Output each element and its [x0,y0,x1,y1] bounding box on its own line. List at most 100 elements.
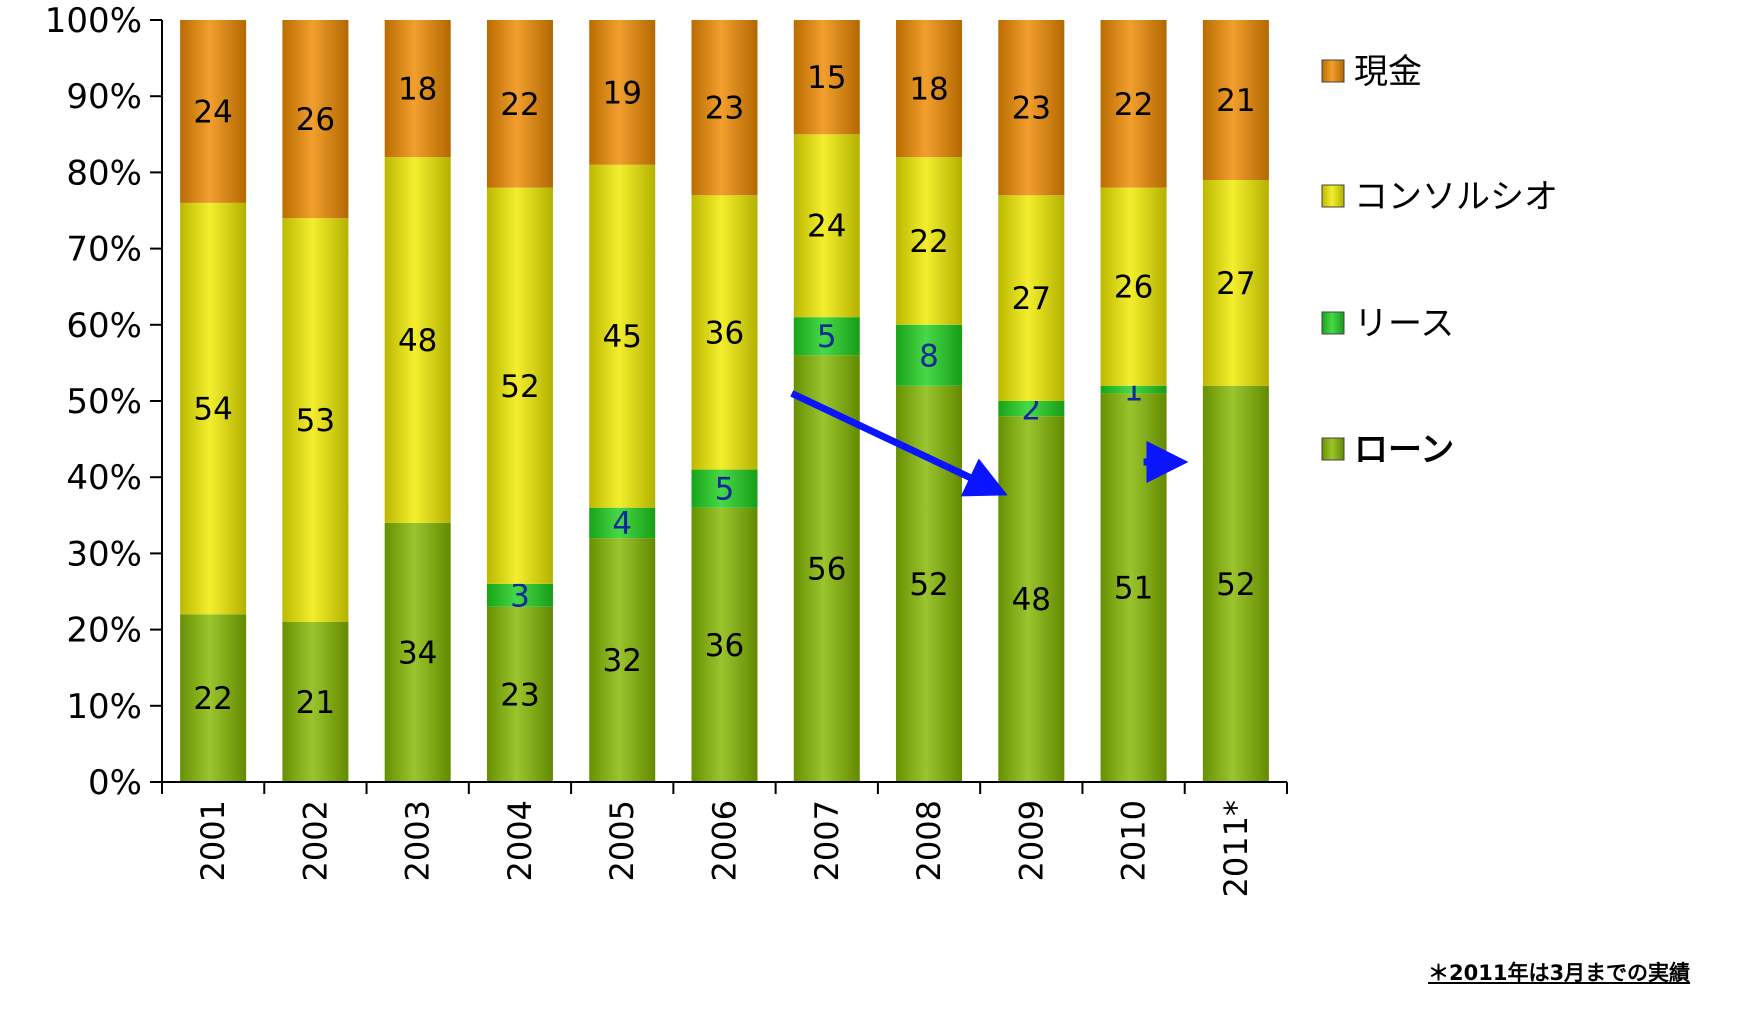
legend-swatch [1321,311,1345,335]
data-label: 36 [705,628,744,664]
legend-swatch [1321,59,1345,83]
bar-segment-ローン [589,538,656,782]
data-label: 21 [1216,83,1255,119]
legend-label: リース [1354,304,1454,344]
bar-segment-現金 [486,20,553,188]
bar-segment-コンソルシオ [180,202,247,615]
data-label: 32 [603,643,642,679]
data-label: 22 [1114,87,1153,123]
data-label: 4 [612,506,632,542]
bar-segment-コンソルシオ [589,164,656,508]
data-label: 18 [909,72,948,108]
x-tick-label: 2005 [603,800,641,881]
bar-segment-現金 [998,20,1065,196]
y-tick-label: 40% [66,458,142,498]
legend-label: 現金 [1354,52,1422,92]
x-tick-label: 2007 [808,800,846,881]
data-label: 18 [398,72,437,108]
data-label: 21 [296,685,335,721]
data-label: 23 [705,91,744,127]
y-tick-label: 30% [66,534,142,574]
data-label: 54 [193,392,232,428]
data-label: 23 [1012,91,1051,127]
bar-segment-リース [589,507,656,539]
data-label: 36 [705,315,744,351]
data-label: 5 [715,472,735,508]
data-label: 3 [510,578,530,614]
bar-segment-コンソルシオ [998,195,1065,401]
bar-segment-現金 [589,20,656,165]
data-label: 52 [1216,567,1255,603]
y-tick-label: 80% [66,153,142,193]
legend-label: ローン [1354,430,1454,470]
bar-segment-ローン [486,606,553,782]
bar-segment-現金 [384,20,451,158]
bar-segment-現金 [180,20,247,203]
legend-label: コンソルシオ [1354,177,1558,217]
data-label: 53 [296,403,335,439]
y-tick-label: 0% [88,763,142,803]
data-label: 48 [398,323,437,359]
x-tick-label: 2001 [194,800,232,881]
data-label: 34 [398,635,437,671]
data-label: 51 [1114,571,1153,607]
bar-segment-ローン [691,507,758,782]
annotations [790,390,1189,497]
data-label: 23 [500,677,539,713]
bar-segment-現金 [1202,20,1269,181]
x-tick-label: 2010 [1115,800,1153,881]
bar-segment-現金 [793,20,860,135]
bar-segment-コンソルシオ [896,157,963,325]
x-tick-label: 2002 [296,800,334,881]
y-tick-label: 70% [66,230,142,270]
y-tick-label: 10% [66,687,142,727]
data-label: 8 [919,338,939,374]
y-tick-label: 20% [66,611,142,651]
bar-segment-コンソルシオ [1100,187,1167,386]
legend-swatch [1321,184,1345,208]
bar-segment-リース [896,324,963,386]
bar-segment-コンソルシオ [282,218,349,622]
footnote: ＊2011年は3月までの実績 [1428,961,1691,985]
data-label: 26 [296,102,335,138]
bar-segment-コンソルシオ [486,187,553,584]
bar-segment-現金 [691,20,758,196]
bar-segment-コンソルシオ [691,195,758,470]
bar-segment-リース [486,583,553,607]
data-label: 24 [193,94,232,130]
bar-segment-現金 [896,20,963,158]
bar-segment-コンソルシオ [384,157,451,523]
bar-segment-ローン [998,416,1065,782]
data-label: 26 [1114,270,1153,306]
x-tick-label: 2011* [1217,800,1255,897]
bar-segment-ローン [793,355,860,782]
data-label: 48 [1012,582,1051,618]
y-tick-label: 90% [66,77,142,117]
data-label: 22 [500,87,539,123]
y-tick-label: 50% [66,382,142,422]
x-tick-label: 2006 [706,800,744,881]
y-tick-label: 100% [45,1,142,41]
bar-segment-リース [1100,385,1167,394]
bar-segment-現金 [1100,20,1167,188]
legend-swatch [1321,437,1345,461]
bar-segment-ローン [384,522,451,782]
data-label: 5 [817,319,837,355]
plot-area: 0%10%20%30%40%50%60%70%80%90%100%2254242… [45,1,1288,897]
data-label: 22 [193,681,232,717]
bar-segment-現金 [282,20,349,219]
data-label: 45 [603,319,642,355]
data-label: 22 [909,224,948,260]
x-tick-label: 2008 [910,800,948,881]
bar-segment-ローン [282,621,349,782]
bar-segment-リース [793,317,860,356]
bar-segment-リース [691,469,758,508]
data-label: 27 [1012,281,1051,317]
data-label: 56 [807,552,846,588]
data-label: 15 [807,60,846,96]
data-label: 24 [807,209,846,245]
bar-segment-リース [998,401,1065,417]
data-label: 19 [603,75,642,111]
